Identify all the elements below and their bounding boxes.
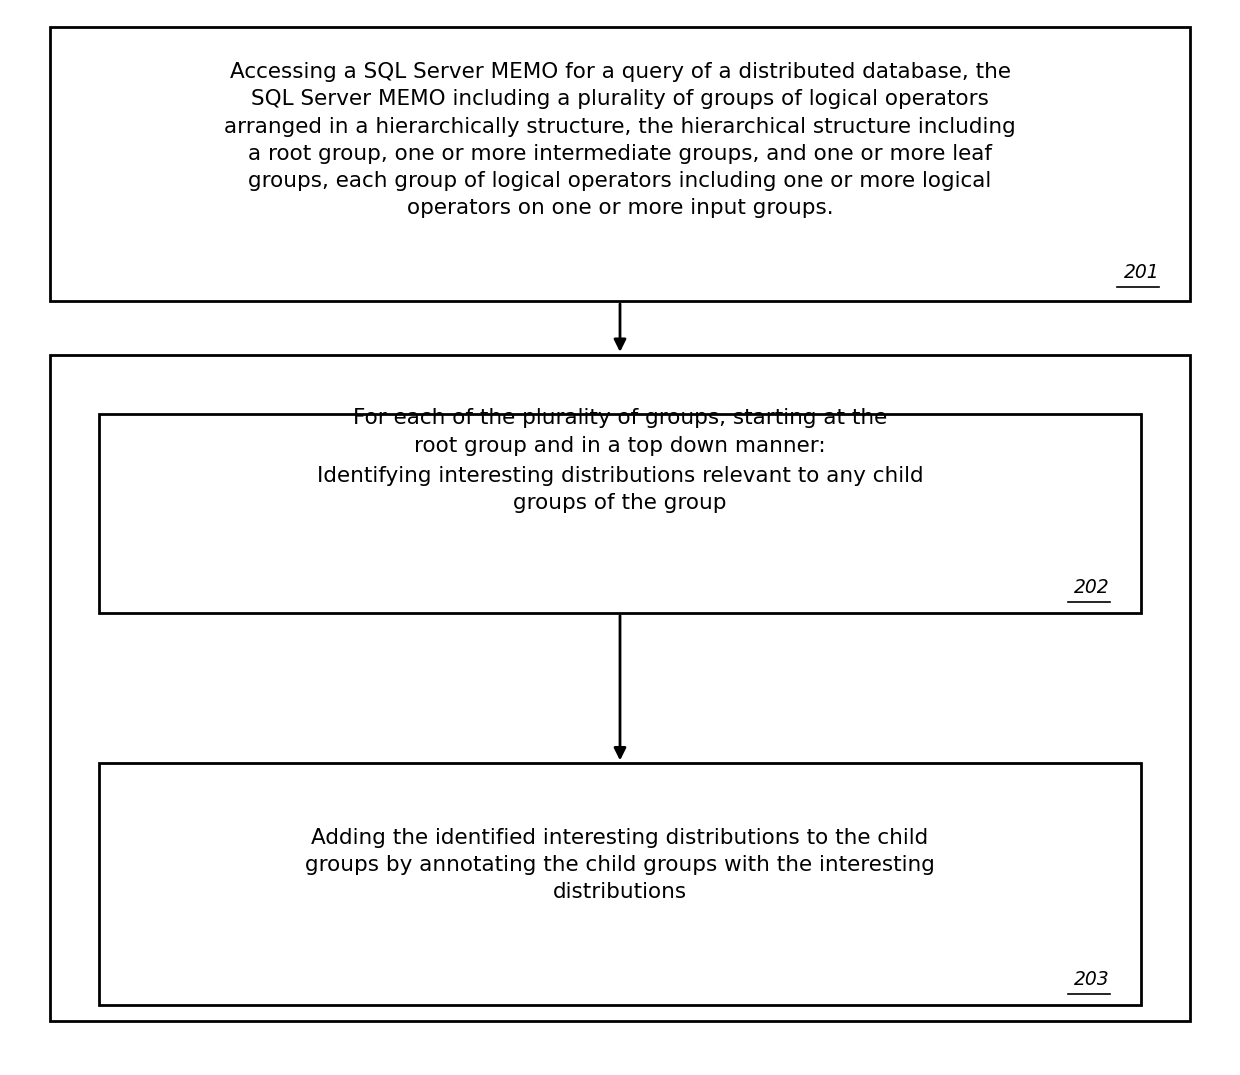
Text: For each of the plurality of groups, starting at the
root group and in a top dow: For each of the plurality of groups, sta… <box>353 408 887 456</box>
FancyBboxPatch shape <box>50 355 1190 1021</box>
Text: Identifying interesting distributions relevant to any child
groups of the group: Identifying interesting distributions re… <box>316 467 924 513</box>
Text: Accessing a SQL Server MEMO for a query of a distributed database, the
SQL Serve: Accessing a SQL Server MEMO for a query … <box>224 62 1016 218</box>
Text: 203: 203 <box>1074 970 1110 989</box>
FancyBboxPatch shape <box>99 763 1141 1005</box>
Text: 202: 202 <box>1074 577 1110 597</box>
FancyBboxPatch shape <box>99 414 1141 613</box>
Text: 201: 201 <box>1123 262 1159 282</box>
FancyBboxPatch shape <box>50 27 1190 301</box>
Text: Adding the identified interesting distributions to the child
groups by annotatin: Adding the identified interesting distri… <box>305 828 935 902</box>
